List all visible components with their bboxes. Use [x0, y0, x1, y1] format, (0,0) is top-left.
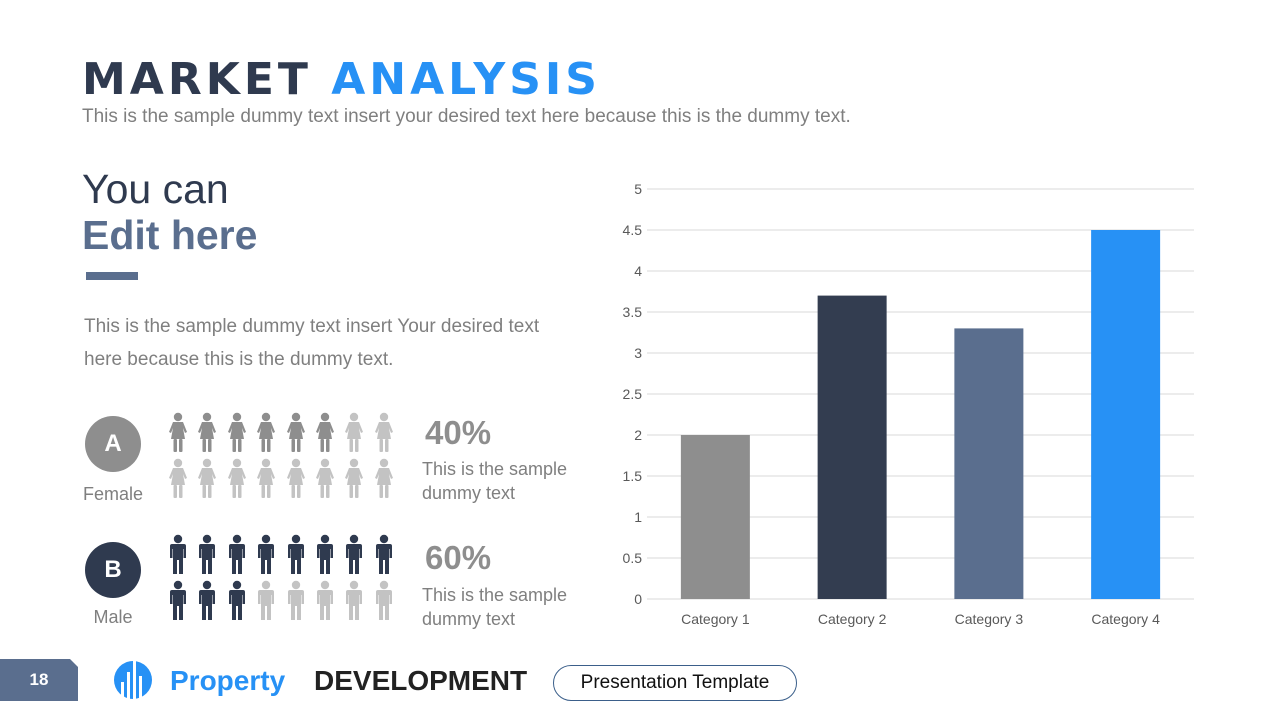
- percent-male: 60%: [425, 539, 492, 576]
- female-icon-grid: [166, 412, 401, 504]
- brand-secondary: DEVELOPMENT: [314, 665, 528, 696]
- desc-female-line1: This is the sample: [422, 459, 568, 479]
- male-person-icon: [316, 534, 333, 574]
- brand-primary: Property: [170, 665, 286, 696]
- desc-male-line1: This is the sample: [422, 585, 568, 605]
- male-person-icon: [316, 580, 333, 620]
- female-person-icon: [169, 458, 187, 498]
- template-tag: Presentation Template: [553, 665, 797, 701]
- y-tick-label: 4: [634, 263, 642, 279]
- title-dark: MARKET: [82, 54, 312, 105]
- bar-2: [817, 295, 887, 599]
- male-person-icon: [375, 534, 392, 574]
- female-person-icon: [315, 412, 334, 452]
- y-tick-label: 2.5: [623, 386, 643, 402]
- heading-line-2: Edit here: [82, 212, 258, 258]
- male-person-icon: [346, 580, 363, 620]
- female-person-icon: [169, 412, 187, 452]
- male-person-icon: [258, 534, 275, 574]
- male-person-icon: [375, 580, 392, 620]
- female-person-icon: [345, 458, 364, 498]
- female-person-icon: [345, 412, 364, 452]
- y-tick-label: 3.5: [623, 304, 643, 320]
- male-person-icon: [170, 580, 186, 620]
- accent-divider: [86, 272, 138, 280]
- y-tick-label: 2: [634, 427, 642, 443]
- page-title: MARKET ANALYSIS: [82, 56, 601, 104]
- female-person-icon: [198, 458, 217, 498]
- female-person-icon: [374, 412, 393, 452]
- group-label-female: Female: [82, 484, 144, 504]
- male-person-icon: [287, 534, 304, 574]
- female-person-icon: [315, 458, 334, 498]
- male-person-icon: [199, 534, 216, 574]
- y-tick-label: 5: [634, 181, 642, 197]
- y-tick-label: 4.5: [623, 222, 643, 238]
- female-person-icon: [257, 458, 276, 498]
- badge-a: A: [85, 416, 141, 472]
- y-tick-label: 1: [634, 509, 642, 525]
- male-person-icon: [199, 580, 216, 620]
- desc-male-line2: dummy text: [422, 609, 516, 629]
- female-person-icon: [198, 412, 217, 452]
- female-person-icon: [286, 458, 305, 498]
- y-tick-label: 1.5: [623, 468, 643, 484]
- male-person-icon: [258, 580, 275, 620]
- badge-b: B: [85, 542, 141, 598]
- male-person-icon: [170, 534, 186, 574]
- male-icon-grid: [166, 534, 401, 626]
- male-person-icon: [228, 580, 245, 620]
- female-person-icon: [286, 412, 305, 452]
- bar-1: [680, 435, 750, 599]
- group-label-male: Male: [93, 607, 133, 627]
- page-subtitle: This is the sample dummy text insert you…: [82, 106, 851, 127]
- female-person-icon: [374, 458, 393, 498]
- y-tick-label: 0.5: [623, 550, 643, 566]
- male-person-icon: [346, 534, 363, 574]
- x-tick-label: Category 4: [1091, 611, 1160, 627]
- desc-female: This is the sample dummy text: [422, 457, 592, 505]
- body-text: This is the sample dummy text insert You…: [84, 316, 540, 370]
- percent-female: 40%: [425, 414, 492, 451]
- bar-3: [954, 328, 1024, 599]
- y-tick-label: 0: [634, 591, 642, 607]
- male-person-icon: [228, 534, 245, 574]
- title-accent: ANALYSIS: [331, 54, 601, 105]
- bar-4: [1091, 230, 1161, 599]
- female-person-icon: [257, 412, 276, 452]
- page-number: 18: [0, 659, 78, 701]
- x-tick-label: Category 1: [681, 611, 750, 627]
- x-tick-label: Category 3: [955, 611, 1024, 627]
- building-logo-icon: [114, 660, 152, 700]
- female-person-icon: [227, 412, 246, 452]
- bar-chart: 0 0.5 1 1.5 2 2.5 3 3.5 4 4.5 5 Category 1 Category …: [623, 181, 1194, 627]
- x-tick-label: Category 2: [818, 611, 887, 627]
- desc-female-line2: dummy text: [422, 483, 516, 503]
- heading-line-1: You can: [82, 166, 229, 212]
- female-person-icon: [227, 458, 246, 498]
- y-tick-label: 3: [634, 345, 642, 361]
- desc-male: This is the sample dummy text: [422, 583, 592, 631]
- male-person-icon: [287, 580, 304, 620]
